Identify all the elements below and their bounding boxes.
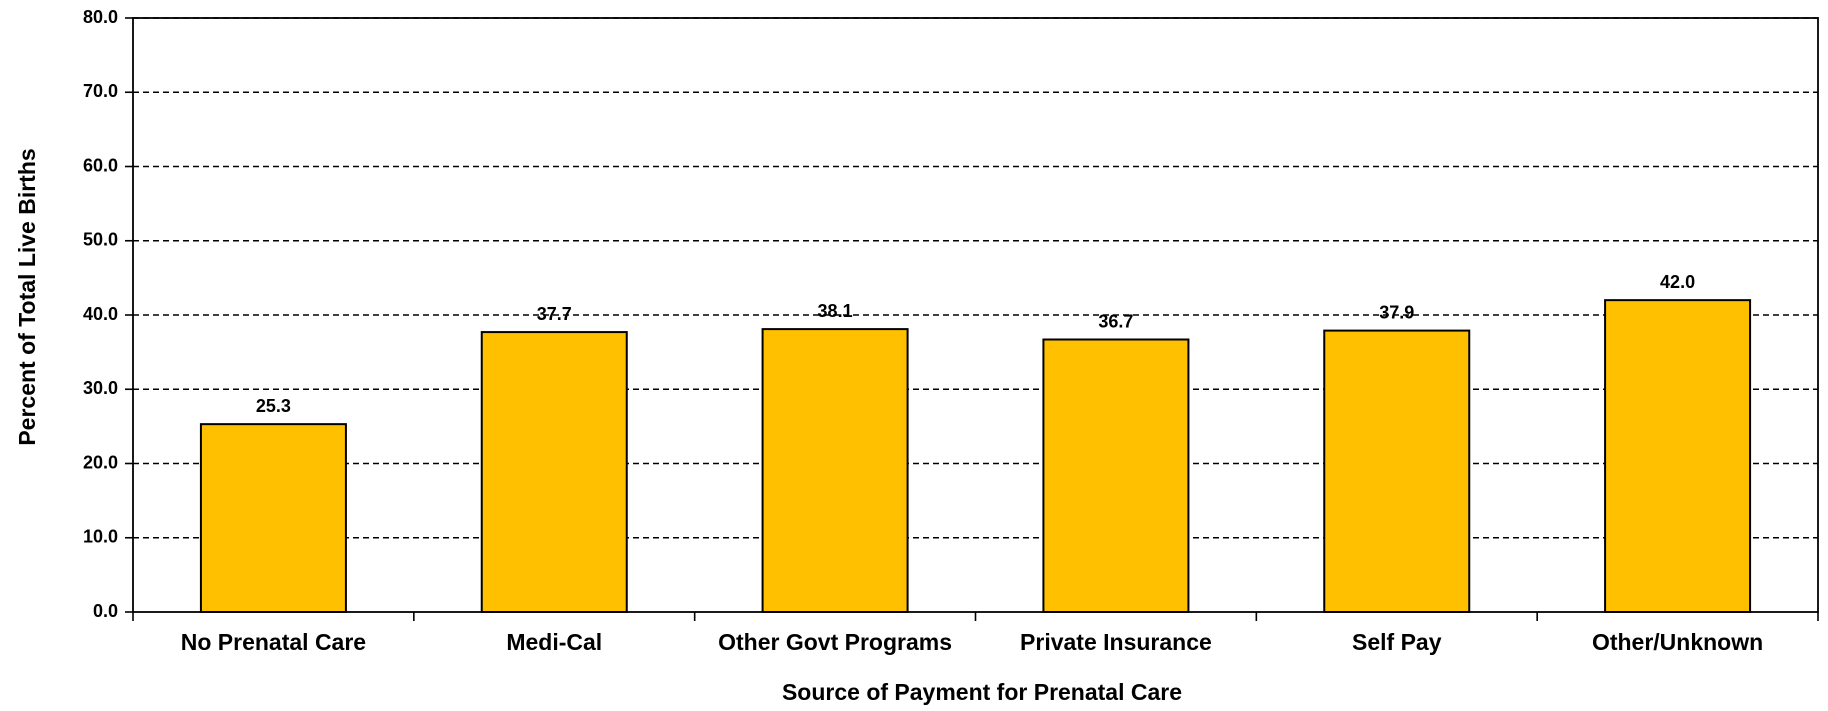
data-label: 38.1 <box>818 301 853 321</box>
x-category-label: Self Pay <box>1352 629 1442 655</box>
y-tick-label: 10.0 <box>83 527 118 547</box>
y-tick-label: 50.0 <box>83 230 118 250</box>
bar-self-pay <box>1323 329 1471 613</box>
bar-no-prenatal-care <box>199 423 347 613</box>
bar-medi-cal <box>480 331 628 613</box>
x-category-label: No Prenatal Care <box>181 629 366 655</box>
data-label: 42.0 <box>1660 272 1695 292</box>
axes <box>125 17 1819 621</box>
data-label: 25.3 <box>256 396 291 416</box>
data-label: 36.7 <box>1098 312 1133 332</box>
grid-lines <box>133 17 1818 539</box>
data-label: 37.7 <box>537 304 572 324</box>
y-tick-label: 40.0 <box>83 304 118 324</box>
x-category-label: Other Govt Programs <box>718 629 952 655</box>
x-axis-title: Source of Payment for Prenatal Care <box>782 679 1182 705</box>
x-category-label: Medi-Cal <box>506 629 602 655</box>
y-tick-label: 0.0 <box>93 601 118 621</box>
y-tick-label: 80.0 <box>83 7 118 27</box>
bars <box>199 299 1752 613</box>
labels: 0.0 10.0 20.0 30.0 40.0 50.0 60.0 70.0 80.0 25.3 N… <box>83 7 1763 655</box>
data-label: 37.9 <box>1379 303 1414 323</box>
y-tick-label: 70.0 <box>83 81 118 101</box>
bar-other-govt-programs <box>761 328 909 613</box>
x-category-label: Other/Unknown <box>1592 629 1763 655</box>
y-tick-label: 30.0 <box>83 378 118 398</box>
bar-other-unknown <box>1604 299 1752 613</box>
y-tick-label: 60.0 <box>83 155 118 175</box>
y-tick-label: 20.0 <box>83 452 118 472</box>
bar-private-insurance <box>1042 338 1190 613</box>
x-category-label: Private Insurance <box>1020 629 1212 655</box>
y-axis-title: Percent of Total Live Births <box>14 148 40 445</box>
